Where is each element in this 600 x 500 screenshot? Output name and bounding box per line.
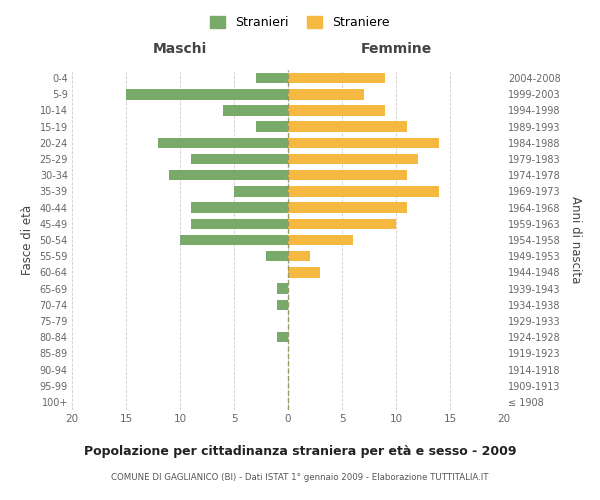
Bar [256,122,288,132]
Bar [191,218,288,229]
Text: COMUNE DI GAGLIANICO (BI) - Dati ISTAT 1° gennaio 2009 - Elaborazione TUTTITALIA: COMUNE DI GAGLIANICO (BI) - Dati ISTAT 1… [111,472,489,482]
Bar [277,332,288,342]
Bar [288,267,320,278]
Bar [288,154,418,164]
Bar [126,89,288,100]
Bar [277,300,288,310]
Bar [288,251,310,262]
Bar [288,234,353,246]
Bar [277,284,288,294]
Bar [256,73,288,84]
Bar [288,138,439,148]
Y-axis label: Fasce di età: Fasce di età [21,205,34,275]
Bar [191,154,288,164]
Bar [288,73,385,84]
Legend: Stranieri, Straniere: Stranieri, Straniere [205,11,395,34]
Bar [288,218,396,229]
Bar [288,170,407,180]
Bar [288,186,439,196]
Bar [288,202,407,213]
Bar [191,202,288,213]
Bar [158,138,288,148]
Bar [180,234,288,246]
Bar [288,89,364,100]
Bar [288,122,407,132]
Text: Femmine: Femmine [361,42,431,56]
Bar [169,170,288,180]
Y-axis label: Anni di nascita: Anni di nascita [569,196,582,284]
Text: Maschi: Maschi [153,42,207,56]
Text: Popolazione per cittadinanza straniera per età e sesso - 2009: Popolazione per cittadinanza straniera p… [84,445,516,458]
Bar [288,105,385,116]
Bar [266,251,288,262]
Bar [223,105,288,116]
Bar [234,186,288,196]
